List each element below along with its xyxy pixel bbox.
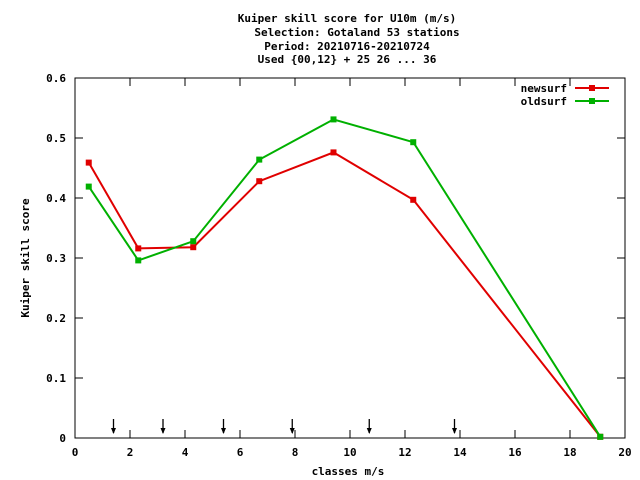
class-arrow: [111, 419, 116, 434]
class-markers: [111, 419, 457, 434]
x-tick-label: 12: [398, 446, 411, 459]
series-layer: [85, 116, 604, 440]
y-tick-label: 0.4: [46, 192, 66, 205]
class-arrow: [289, 419, 295, 434]
x-tick-label: 18: [563, 446, 576, 459]
x-tick-label: 20: [618, 446, 631, 459]
series-line-newsurf: [87, 151, 602, 438]
data-point-newsurf: [190, 244, 197, 251]
chart-title: Kuiper skill score for U10m (m/s) Select…: [238, 12, 460, 66]
y-tick-label: 0.2: [46, 312, 66, 325]
data-point-oldsurf: [410, 139, 417, 146]
x-tick-label: 6: [237, 446, 244, 459]
series-newsurf: [85, 149, 604, 440]
y-tick-label: 0.6: [46, 72, 66, 85]
y-tick-label: 0: [59, 432, 66, 445]
x-tick-label: 4: [182, 446, 189, 459]
class-arrow: [160, 419, 166, 434]
title-line-3: Period: 20210716-20210724: [264, 40, 430, 53]
x-tick-label: 10: [343, 446, 356, 459]
data-point-oldsurf: [135, 257, 142, 264]
legend-item-newsurf: newsurf: [521, 82, 609, 95]
class-arrow: [221, 419, 226, 434]
legend-marker: [589, 85, 595, 91]
x-tick-label: 2: [127, 446, 134, 459]
y-axis: 0 0.1 0.2 0.3 0.4 0.5 0.6: [46, 72, 625, 445]
y-tick-label: 0.5: [46, 132, 66, 145]
data-point-oldsurf: [190, 238, 197, 245]
x-tick-label: 0: [72, 446, 79, 459]
class-arrow: [452, 419, 457, 434]
data-point-oldsurf: [330, 116, 337, 123]
data-point-newsurf: [85, 159, 92, 166]
title-line-4: Used {00,12} + 25 26 ... 36: [258, 53, 437, 66]
x-tick-label: 14: [453, 446, 467, 459]
legend-label: oldsurf: [521, 95, 567, 108]
series-line-oldsurf: [87, 118, 602, 438]
data-point-newsurf: [330, 149, 337, 156]
data-point-oldsurf: [85, 183, 92, 190]
data-point-newsurf: [256, 178, 263, 185]
title-line-1: Kuiper skill score for U10m (m/s): [238, 12, 457, 25]
data-point-newsurf: [135, 245, 142, 252]
title-line-2: Selection: Gotaland 53 stations: [254, 26, 459, 39]
plot-frame: [74, 77, 626, 439]
x-axis-label: classes m/s: [312, 465, 385, 478]
legend-item-oldsurf: oldsurf: [521, 95, 609, 108]
data-point-newsurf: [410, 196, 417, 203]
series-oldsurf: [85, 116, 604, 440]
y-axis-label: Kuiper skill score: [19, 198, 32, 318]
data-point-oldsurf: [256, 156, 263, 163]
y-tick-label: 0.3: [46, 252, 66, 265]
legend-label: newsurf: [521, 82, 567, 95]
class-arrow: [366, 419, 372, 434]
data-point-oldsurf: [597, 433, 604, 440]
y-tick-label: 0.1: [46, 372, 66, 385]
x-tick-label: 8: [292, 446, 299, 459]
x-tick-label: 16: [508, 446, 522, 459]
legend-marker: [589, 98, 595, 104]
x-axis: 0 2 4 6 8 10 12 14 16 18 20: [72, 78, 632, 459]
